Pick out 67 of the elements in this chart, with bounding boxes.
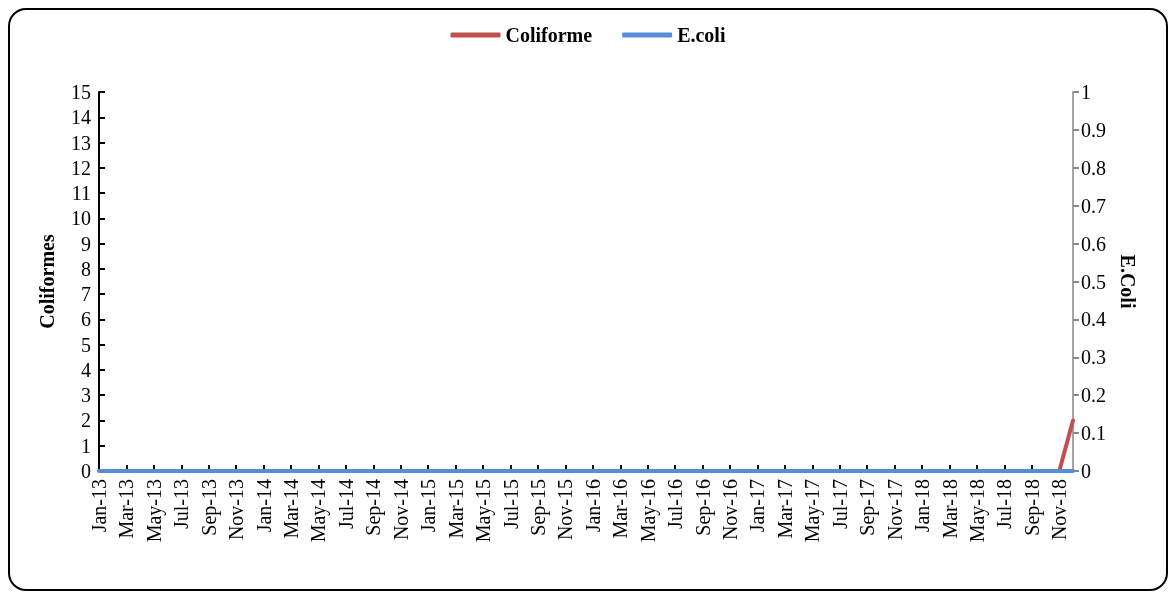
x-tick-label: Sep-17	[856, 479, 880, 536]
x-tick-label: Nov-17	[883, 479, 906, 541]
y-tick-label: 0	[81, 460, 91, 482]
y2-tick-label: 0.4	[1081, 308, 1106, 331]
y2-tick-label: 0	[1081, 460, 1091, 482]
x-tick-label: Jul-17	[828, 479, 851, 529]
x-tick-label: Jan-15	[417, 479, 440, 533]
x-tick-label: Jul-13	[170, 479, 193, 529]
x-tick-label: Jan-14	[252, 479, 275, 533]
y-axis-title: Coliformes	[36, 234, 58, 329]
y-tick-label: 2	[81, 409, 91, 432]
x-tick-label: May-17	[801, 479, 825, 543]
y-tick-label: 15	[71, 81, 91, 103]
x-tick-label: May-14	[307, 479, 331, 543]
x-tick-label: Nov-16	[719, 479, 742, 541]
legend-label: Coliforme	[505, 24, 593, 46]
y-tick-label: 10	[71, 207, 91, 230]
y-tick-label: 5	[81, 333, 91, 356]
y2-tick-label: 0.8	[1081, 156, 1106, 179]
x-tick-label: Jan-16	[581, 479, 604, 533]
x-tick-label: Sep-18	[1020, 479, 1044, 536]
y2-tick-label: 0.2	[1081, 384, 1106, 407]
x-tick-label: May-16	[636, 479, 660, 543]
x-tick-label: Jul-14	[334, 479, 357, 529]
x-tick-label: Sep-13	[197, 479, 221, 536]
y-tick-label: 14	[71, 106, 91, 129]
y2-tick-label: 0.9	[1081, 118, 1106, 141]
x-tick-label: Nov-14	[389, 479, 412, 541]
y-tick-label: 7	[81, 283, 91, 306]
y2-tick-label: 0.5	[1081, 270, 1106, 293]
legend-label: E.coli	[677, 24, 726, 46]
x-tick-label: Mar-17	[773, 479, 796, 539]
y-tick-label: 11	[71, 182, 91, 205]
x-tick-label: Sep-16	[691, 479, 715, 536]
x-tick-label: Mar-15	[444, 479, 467, 539]
x-tick-label: Jul-15	[499, 479, 522, 529]
y-tick-label: 12	[71, 156, 91, 179]
x-tick-label: Nov-13	[225, 479, 248, 541]
x-tick-label: May-15	[472, 479, 496, 543]
x-tick-label: Mar-14	[280, 479, 303, 539]
x-tick-label: Sep-15	[526, 479, 550, 536]
y-tick-label: 4	[81, 358, 91, 381]
y-tick-label: 8	[81, 257, 91, 280]
y-tick-label: 3	[81, 384, 91, 407]
x-tick-label: Mar-13	[115, 479, 138, 539]
x-tick-label: Mar-18	[938, 479, 961, 539]
x-tick-label: Jul-18	[993, 479, 1016, 529]
x-tick-label: Jan-17	[746, 479, 769, 533]
y2-tick-label: 0.7	[1081, 194, 1106, 217]
x-tick-label: Jan-18	[911, 479, 934, 533]
y-tick-label: 9	[81, 232, 91, 255]
x-tick-label: Mar-16	[609, 479, 632, 539]
x-tick-label: Jan-13	[88, 479, 110, 533]
y-tick-label: 13	[71, 131, 91, 154]
y2-tick-label: 0.6	[1081, 232, 1106, 255]
y2-axis-title: E.Coli	[1117, 254, 1139, 309]
x-tick-label: May-13	[142, 479, 166, 543]
y-tick-label: 1	[81, 434, 91, 457]
x-tick-label: Jul-16	[664, 479, 687, 529]
y-tick-label: 6	[81, 308, 91, 331]
x-tick-label: Sep-14	[362, 479, 386, 536]
x-tick-label: Nov-15	[554, 479, 577, 541]
y2-tick-label: 1	[1081, 81, 1091, 103]
x-tick-label: Nov-18	[1048, 479, 1071, 541]
y2-tick-label: 0.3	[1081, 346, 1106, 369]
y2-tick-label: 0.1	[1081, 422, 1106, 445]
x-tick-label: May-18	[965, 479, 989, 543]
